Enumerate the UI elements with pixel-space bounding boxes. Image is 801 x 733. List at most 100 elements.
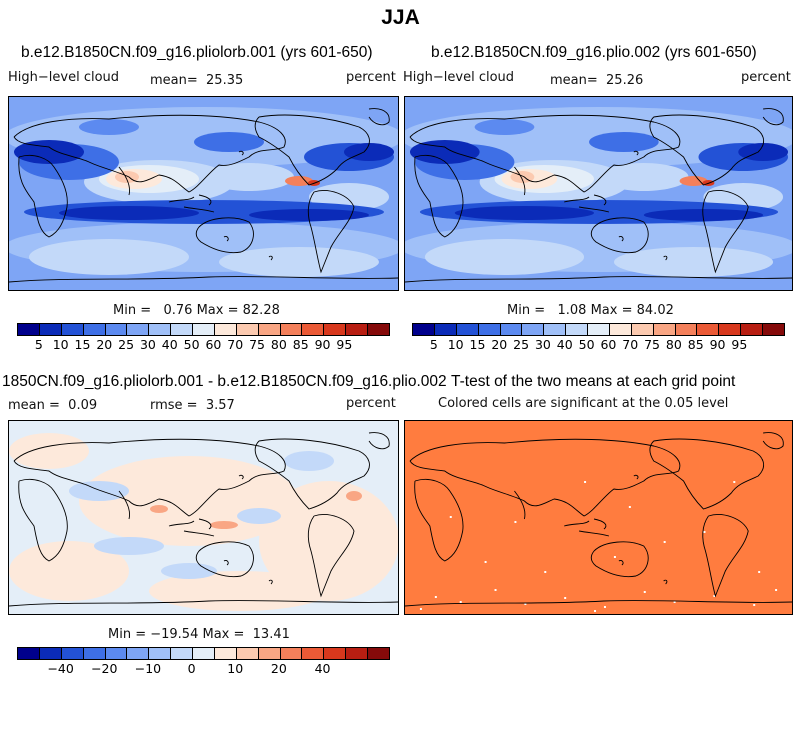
panel3-colorbar-cell: [18, 648, 40, 659]
panel3-colorbar-cell: [280, 648, 303, 659]
panel3-colorbar-cell: [258, 648, 281, 659]
figure-title: JJA: [381, 6, 420, 29]
panel3-mean: mean = 0.09: [8, 398, 97, 413]
panel3-colorbar-tick-label: 20: [270, 661, 287, 676]
panel1-colorbar-cell: [368, 324, 389, 335]
panel2-colorbar-tick-label: 40: [556, 337, 573, 352]
panel2-colorbar-cell: [478, 324, 501, 335]
panel1-map-svg: [9, 97, 398, 290]
panel1-colorbar-cell: [149, 324, 172, 335]
panel1-colorbar-cell: [83, 324, 106, 335]
panel1-colorbar-cell: [127, 324, 150, 335]
panel1-colorbar-tick-label: 50: [183, 337, 200, 352]
panel1-colorbar-cell: [61, 324, 84, 335]
panel2-colorbar-cell: [456, 324, 479, 335]
panel4-subtitle: Colored cells are significant at the 0.0…: [438, 396, 729, 411]
panel2-colorbar-tick-label: 70: [622, 337, 639, 352]
panel1-colorbar-cell: [324, 324, 347, 335]
panel3-colorbar-cell: [39, 648, 62, 659]
panel1-colorbar-tick-label: 95: [336, 337, 353, 352]
panel2-colorbar-cell: [631, 324, 654, 335]
panel2-colorbar-cell: [763, 324, 784, 335]
panel2-mean-label: mean=: [550, 73, 598, 88]
panel1-colorbar-cell: [280, 324, 303, 335]
panel1-colorbar-tick-label: 5: [34, 337, 43, 352]
panel2-colorbar-cell: [413, 324, 435, 335]
panel2-colorbar-cell: [653, 324, 676, 335]
panel1-max-value: 82.28: [242, 303, 280, 318]
panel3-max-value: 13.41: [252, 627, 290, 642]
panel3-colorbar-cell: [61, 648, 84, 659]
panel1-mean: mean= 25.35: [150, 73, 243, 88]
panel3-colorbar-cell: [127, 648, 150, 659]
panel2-colorbar-cell: [500, 324, 523, 335]
panel3-colorbar-tick-label: 10: [227, 661, 244, 676]
panel1-min-label: Min =: [113, 303, 152, 318]
panel3-colorbar-cell: [368, 648, 389, 659]
panel1-colorbar-cell: [18, 324, 40, 335]
panel3-colorbar-cell: [324, 648, 347, 659]
panel1-colorbar-tick-label: 85: [292, 337, 309, 352]
panel2-variable: High−level cloud: [403, 70, 515, 85]
panel2-colorbar-tick-label: 15: [469, 337, 486, 352]
panel1-colorbar-cell: [39, 324, 62, 335]
panel3-colorbar-cell: [149, 648, 172, 659]
panel3-colorbar-cell: [346, 648, 368, 659]
panel1-minmax: Min = 0.76 Max = 82.28: [113, 303, 280, 318]
panel2-colorbar-tick-label: 85: [687, 337, 704, 352]
panel3-colorbar-cell: [105, 648, 128, 659]
panel3-colorbar-cell: [236, 648, 259, 659]
panel3-rmse-value: 3.57: [205, 398, 235, 413]
panel3-map-svg: [9, 421, 398, 614]
panel2-colorbar-tick-label: 60: [600, 337, 617, 352]
panel1-colorbar-tick-label: 70: [227, 337, 244, 352]
panel1-colorbar-cell: [193, 324, 215, 335]
panel1-colorbar: [17, 323, 390, 336]
panel2-colorbar-tick-label: 50: [578, 337, 595, 352]
panel2-colorbar-cell: [741, 324, 763, 335]
panel2-colorbar-cell: [588, 324, 610, 335]
panel1-colorbar-tick-label: 25: [118, 337, 135, 352]
panel3-min-label: Min =: [108, 627, 147, 642]
panel1-map: [8, 96, 399, 291]
panel2-colorbar-cell: [719, 324, 742, 335]
panel3-max-label: Max =: [202, 627, 245, 642]
panel1-min-value: 0.76: [163, 303, 193, 318]
panel1-colorbar-tick-label: 90: [314, 337, 331, 352]
panel1-colorbar-tick-label: 75: [249, 337, 265, 352]
panel3-colorbar-tick-label: −20: [91, 661, 118, 676]
panel2-mean-value: 25.26: [606, 73, 644, 88]
panel1-colorbar-cell: [258, 324, 281, 335]
panel3-minmax: Min = −19.54 Max = 13.41: [108, 627, 290, 642]
panel2-colorbar-cell: [675, 324, 698, 335]
panel1-units: percent: [346, 70, 396, 85]
panel1-mean-value: 25.35: [206, 73, 244, 88]
panel4-map-svg: [405, 421, 792, 614]
panel3-colorbar-cell: [171, 648, 193, 659]
panel3-colorbar-cell: [83, 648, 106, 659]
panel2-map: [404, 96, 793, 291]
panel1-mean-label: mean=: [150, 73, 198, 88]
panel2-colorbar-tick-label: 20: [491, 337, 508, 352]
panel2-colorbar-tick-label: 80: [665, 337, 682, 352]
panel3-mean-label: mean =: [8, 398, 60, 413]
panel3-mean-value: 0.09: [68, 398, 98, 413]
panel2-units: percent: [741, 70, 791, 85]
panel1-colorbar-tick-label: 15: [74, 337, 91, 352]
panel2-colorbar-cell: [522, 324, 545, 335]
panel3-colorbar-cell: [193, 648, 215, 659]
panel3-colorbar-tick-label: 40: [314, 661, 331, 676]
panel3-rmse-label: rmse =: [150, 398, 198, 413]
panel1-colorbar-cell: [214, 324, 237, 335]
panel1-colorbar-tick-label: 20: [96, 337, 113, 352]
panel2-colorbar-cell: [609, 324, 632, 335]
panel2-minmax: Min = 1.08 Max = 84.02: [507, 303, 674, 318]
panel2-max-value: 84.02: [636, 303, 674, 318]
panel1-colorbar-tick-label: 60: [205, 337, 222, 352]
panel3-colorbar-tick-label: 0: [187, 661, 196, 676]
panel1-colorbar-tick-label: 80: [270, 337, 287, 352]
panel2-colorbar-cell: [434, 324, 457, 335]
panel1-colorbar-cell: [346, 324, 368, 335]
panel2-title: b.e12.B1850CN.f09_g16.plio.002 (yrs 601-…: [431, 44, 757, 61]
panel2-map-svg: [405, 97, 792, 290]
